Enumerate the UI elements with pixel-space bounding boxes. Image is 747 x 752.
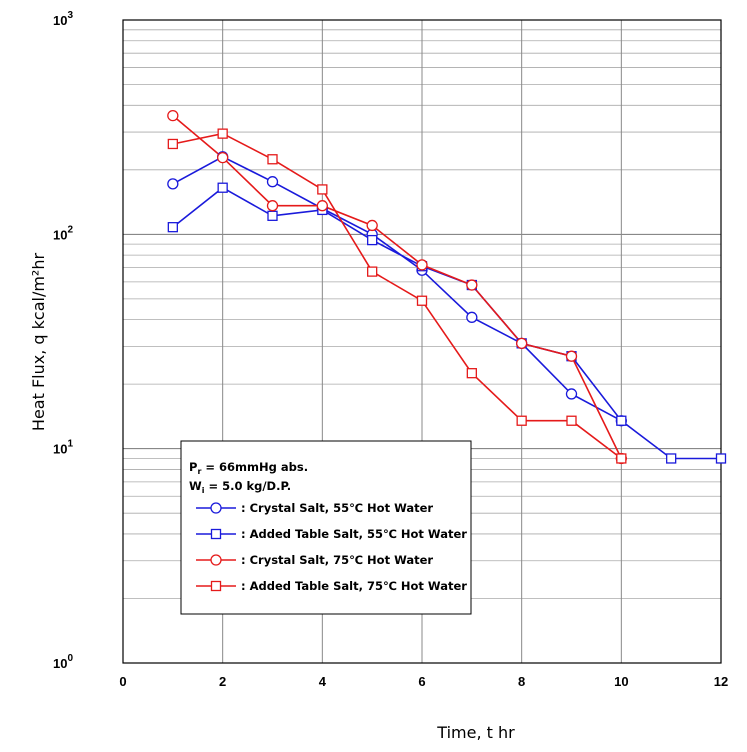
x-tick-labels: 0 2 4 6 8 10 12	[119, 674, 728, 689]
data-point-s3	[366, 219, 378, 232]
x-axis-label: Time, t hr	[436, 723, 515, 742]
data-point-s3	[565, 350, 578, 362]
series-lines	[172, 114, 721, 460]
data-point-s4	[217, 128, 228, 139]
legend: Pr = 66mmHg abs. Wi = 5.0 kg/D.P. : Crysta…	[180, 440, 472, 615]
legend-entry: : Added Table Salt, 75℃ Hot Water	[241, 579, 467, 593]
legend-entry: : Added Table Salt, 55℃ Hot Water	[241, 527, 467, 541]
y-tick-labels: 100 101 102 103	[53, 10, 73, 671]
x-tick-label: 0	[119, 674, 126, 689]
data-point-s1	[466, 311, 478, 323]
data-point-s4	[466, 368, 477, 379]
data-point-s4	[317, 184, 328, 195]
x-tick-label: 6	[418, 674, 425, 689]
data-point-s1	[266, 176, 279, 188]
data-point-s3	[316, 200, 328, 212]
legend-box	[180, 440, 472, 615]
y-tick-label: 103	[53, 10, 73, 28]
data-point-s4	[367, 266, 378, 277]
y-tick-label: 100	[53, 653, 73, 671]
legend-condition: Pr = 66mmHg abs.	[189, 460, 308, 476]
data-point-s3	[266, 200, 279, 212]
legend-swatch-marker	[210, 554, 222, 566]
legend-condition: Wi = 5.0 kg/D.P.	[189, 479, 291, 495]
legend-entry: : Crystal Salt, 75℃ Hot Water	[241, 553, 433, 567]
data-point-s2	[217, 182, 228, 193]
legend-swatch-marker	[210, 502, 222, 514]
data-point-s2	[616, 415, 627, 426]
data-point-s4	[616, 453, 627, 464]
y-tick-label: 102	[53, 224, 73, 242]
x-tick-label: 8	[518, 674, 525, 689]
legend-entry: : Crystal Salt, 55℃ Hot Water	[241, 501, 433, 515]
data-point-s4	[416, 295, 428, 306]
series-line-2	[172, 186, 721, 460]
plot-frame	[122, 19, 722, 664]
data-point-s2	[167, 222, 178, 233]
legend-swatch-marker	[210, 580, 222, 592]
y-axis-label: Heat Flux, q kcal/m²hr	[29, 253, 48, 432]
x-tick-label: 2	[219, 674, 226, 689]
data-point-s2	[367, 234, 378, 246]
series-line-3	[172, 114, 623, 459]
data-point-s3	[516, 337, 528, 350]
data-point-s4	[267, 154, 278, 165]
data-point-s1	[167, 178, 179, 190]
y-tick-label: 101	[53, 439, 73, 457]
x-tick-label: 12	[714, 674, 728, 689]
data-point-s2	[666, 453, 677, 464]
data-point-s2	[715, 453, 727, 464]
data-point-s4	[167, 138, 178, 150]
data-point-s3	[416, 259, 428, 271]
data-point-s2	[267, 210, 278, 221]
series-markers	[167, 109, 727, 465]
series-line-4	[172, 132, 622, 460]
series-line-1	[172, 155, 622, 422]
x-tick-label: 10	[614, 674, 628, 689]
legend-swatch-marker	[210, 528, 222, 540]
data-point-s4	[566, 415, 577, 426]
x-tick-label: 4	[319, 674, 327, 689]
data-point-s3	[466, 279, 478, 291]
data-point-s3	[217, 151, 229, 164]
data-point-s3	[167, 109, 179, 122]
data-point-s4	[516, 415, 527, 426]
data-point-s1	[565, 388, 578, 400]
